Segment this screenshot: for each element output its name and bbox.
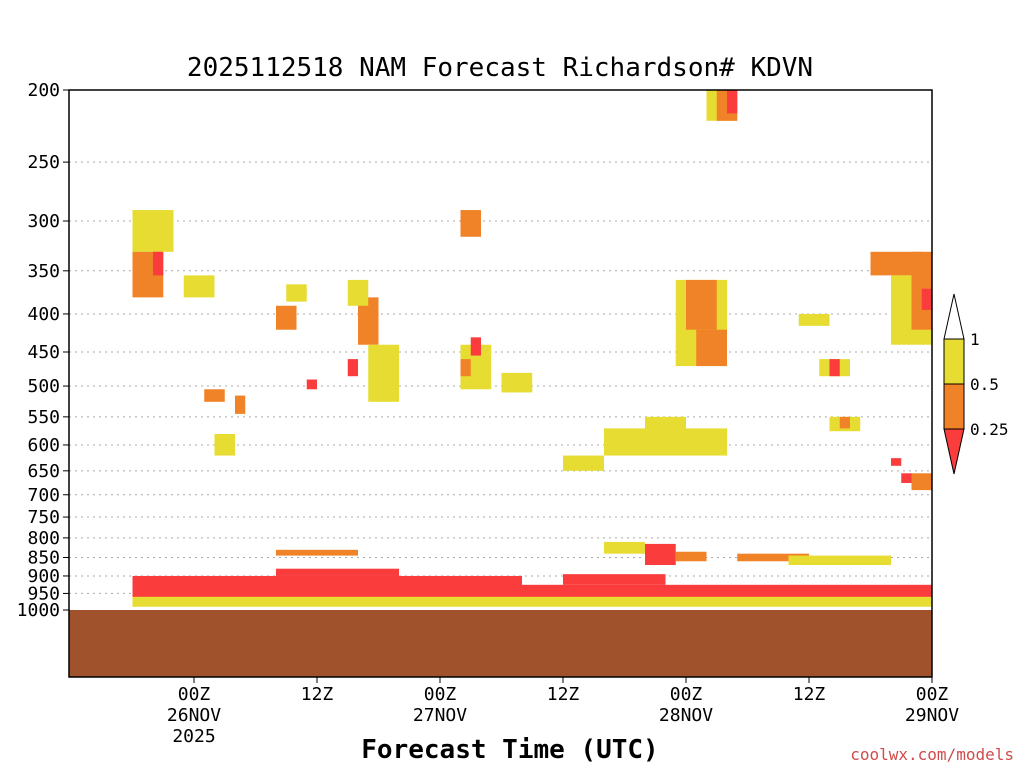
ri-cell xyxy=(460,210,481,237)
y-tick-label: 500 xyxy=(27,376,60,397)
y-tick-label: 400 xyxy=(27,304,60,325)
ri-cell xyxy=(675,551,707,562)
ri-cell xyxy=(686,279,717,330)
ri-cell xyxy=(347,279,369,306)
ri-cell xyxy=(368,344,399,402)
ri-cell xyxy=(132,596,932,607)
y-tick-label: 1000 xyxy=(17,600,60,621)
ri-cell xyxy=(901,473,912,484)
y-tick-label: 350 xyxy=(27,261,60,282)
ri-cell xyxy=(788,555,891,566)
ri-cell xyxy=(829,359,840,377)
ri-cell xyxy=(696,329,727,367)
ri-cell xyxy=(347,359,358,377)
ri-cell xyxy=(276,549,358,556)
ri-cell xyxy=(737,553,809,562)
colorbar-label: 0.25 xyxy=(970,420,1009,439)
x-tick-label: 12Z xyxy=(547,684,580,705)
y-tick-label: 550 xyxy=(27,407,60,428)
x-tick-label: 00Z xyxy=(670,684,703,705)
y-tick-label: 250 xyxy=(27,152,60,173)
plot-area xyxy=(69,90,932,677)
ri-cell xyxy=(358,297,379,345)
surface-band xyxy=(69,610,932,677)
credit-text: coolwx.com/models xyxy=(850,745,1014,764)
y-tick-label: 600 xyxy=(27,435,60,456)
ri-cell xyxy=(470,337,481,356)
chart-title: 2025112518 NAM Forecast Richardson# KDVN xyxy=(187,53,813,83)
gridlines xyxy=(69,161,932,594)
x-year-label: 2025 xyxy=(172,726,215,747)
y-tick-label: 900 xyxy=(27,566,60,587)
colorbar-label: 0.5 xyxy=(970,375,999,394)
ri-cell xyxy=(891,458,902,466)
ri-cell xyxy=(870,251,922,276)
colorbar: 1 0.5 0.25 xyxy=(943,293,1009,475)
ri-cell xyxy=(460,359,471,377)
ri-cell xyxy=(153,251,164,276)
y-tick-label: 700 xyxy=(27,485,60,506)
ri-cell xyxy=(306,379,317,390)
x-date-label: 28NOV xyxy=(659,705,713,726)
ri-cell xyxy=(286,284,307,302)
y-tick-label: 300 xyxy=(27,211,60,232)
x-tick-label: 00Z xyxy=(424,684,457,705)
ri-cell xyxy=(911,473,932,491)
ri-cell xyxy=(132,575,522,601)
x-tick-label: 12Z xyxy=(301,684,334,705)
x-axis-label: Forecast Time (UTC) xyxy=(361,735,658,765)
colorbar-label: 1 xyxy=(970,330,980,349)
x-tick-label: 00Z xyxy=(178,684,211,705)
plot-frame xyxy=(68,89,933,678)
ri-cell xyxy=(276,568,399,576)
ri-cell xyxy=(798,313,830,326)
colorbar-bottom-arrow xyxy=(943,428,965,475)
ri-cell xyxy=(645,543,676,566)
y-tick-label: 450 xyxy=(27,342,60,363)
colorbar-top-arrow xyxy=(943,293,965,340)
ri-cell xyxy=(921,288,932,310)
x-tick-label: 00Z xyxy=(916,684,949,705)
ri-cell xyxy=(132,210,174,252)
ri-cell xyxy=(604,541,645,554)
x-date-label: 26NOV xyxy=(167,705,221,726)
y-tick-label: 200 xyxy=(27,80,60,101)
ri-cell xyxy=(501,372,533,393)
y-axis: 200 250 300 350 400 450 500 550 600 650 7007508008… xyxy=(17,80,69,621)
x-date-label: 27NOV xyxy=(413,705,467,726)
y-tick-label: 750 xyxy=(27,507,60,528)
x-tick-label: 12Z xyxy=(793,684,826,705)
y-tick-label: 800 xyxy=(27,528,60,549)
ri-cell xyxy=(235,395,246,414)
ri-cell xyxy=(214,434,235,456)
y-tick-label: 850 xyxy=(27,547,60,568)
ri-cell xyxy=(204,389,225,402)
ri-cell xyxy=(183,275,215,298)
ri-cell xyxy=(563,455,604,471)
ri-cell xyxy=(645,416,686,435)
x-date-label: 29NOV xyxy=(905,705,959,726)
colorbar-swatch xyxy=(943,383,965,430)
colorbar-swatch xyxy=(943,338,965,385)
ri-cell xyxy=(727,90,738,114)
ri-cell xyxy=(276,305,297,330)
ri-cell xyxy=(839,416,850,429)
y-tick-label: 650 xyxy=(27,461,60,482)
ri-cell xyxy=(563,574,666,585)
y-tick-label: 950 xyxy=(27,583,60,604)
